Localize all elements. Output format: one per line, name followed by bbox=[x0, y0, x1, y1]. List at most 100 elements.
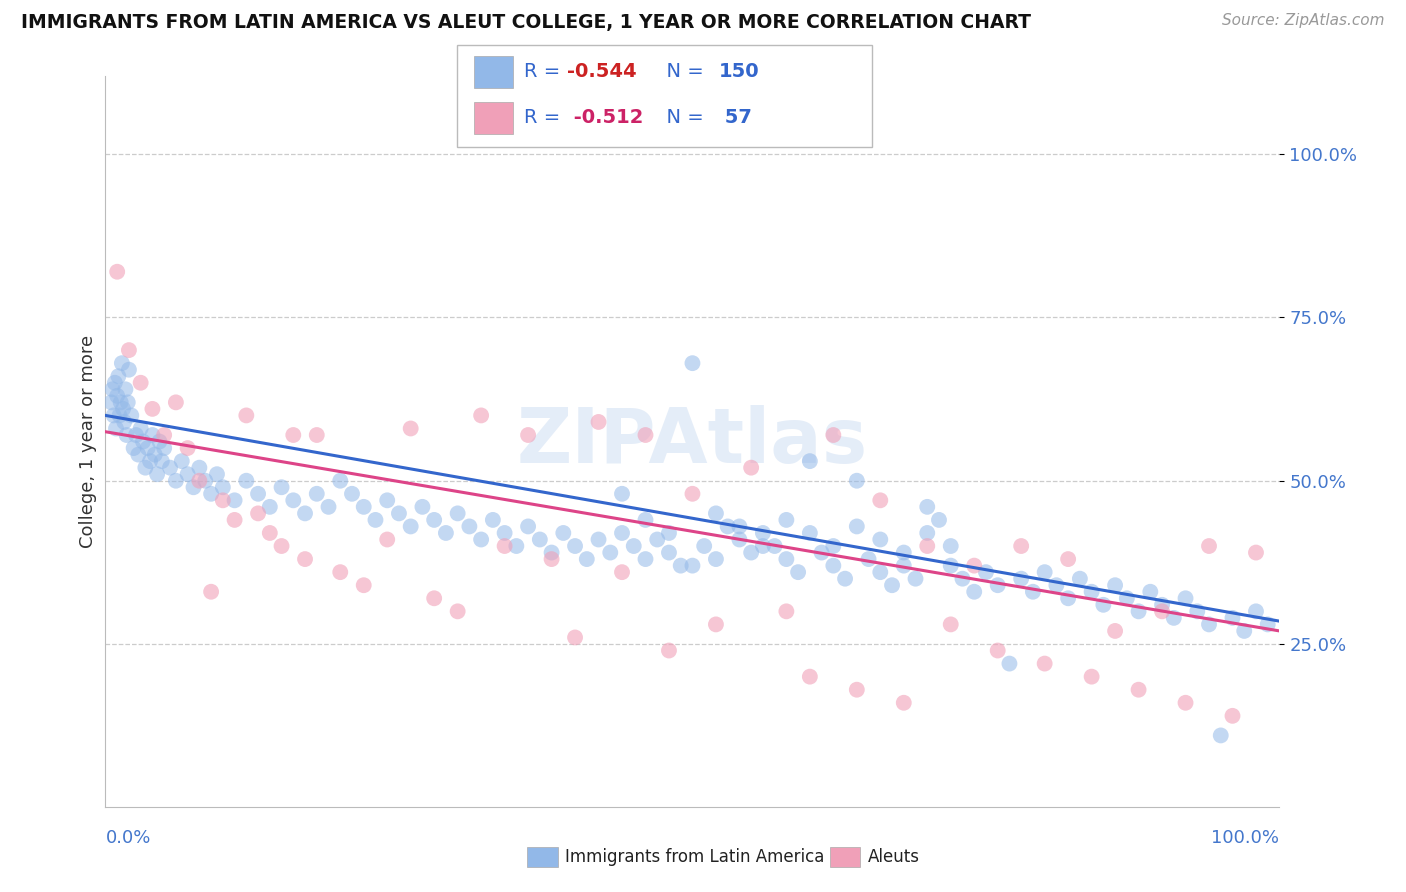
Point bbox=[235, 474, 257, 488]
Point bbox=[108, 409, 131, 423]
Point bbox=[104, 376, 127, 390]
Point bbox=[112, 401, 135, 416]
Point bbox=[681, 558, 703, 573]
Point bbox=[1033, 657, 1056, 671]
Point bbox=[845, 474, 868, 488]
Point bbox=[787, 565, 810, 579]
Point bbox=[329, 565, 352, 579]
Point bbox=[259, 500, 281, 514]
Point bbox=[132, 434, 155, 449]
Point bbox=[118, 343, 141, 358]
Point bbox=[305, 487, 328, 501]
Point bbox=[105, 265, 128, 279]
Point bbox=[752, 539, 775, 553]
Point bbox=[915, 526, 938, 541]
Point bbox=[540, 545, 562, 559]
Point bbox=[610, 487, 633, 501]
Point bbox=[1244, 604, 1267, 618]
Point bbox=[1198, 539, 1220, 553]
Point bbox=[1128, 604, 1150, 618]
Point bbox=[446, 604, 468, 618]
Point bbox=[704, 617, 727, 632]
Text: 0.0%: 0.0% bbox=[105, 829, 150, 847]
Point bbox=[987, 578, 1010, 592]
Point bbox=[127, 448, 149, 462]
Point bbox=[623, 539, 645, 553]
Point bbox=[1257, 617, 1279, 632]
Point bbox=[139, 454, 162, 468]
Point bbox=[101, 382, 124, 396]
Point bbox=[740, 545, 762, 559]
Point bbox=[100, 395, 122, 409]
Point bbox=[434, 526, 457, 541]
Point bbox=[247, 487, 270, 501]
Point bbox=[482, 513, 505, 527]
Point bbox=[939, 617, 962, 632]
Point bbox=[105, 421, 128, 435]
Point bbox=[141, 401, 163, 416]
Point bbox=[540, 552, 562, 566]
Point bbox=[170, 454, 193, 468]
Point bbox=[869, 565, 891, 579]
Point bbox=[159, 460, 181, 475]
Point bbox=[353, 578, 375, 592]
Point bbox=[1222, 708, 1244, 723]
Point bbox=[588, 415, 610, 429]
Point bbox=[107, 369, 129, 384]
Point bbox=[752, 526, 775, 541]
Text: N =: N = bbox=[654, 108, 710, 128]
Text: 150: 150 bbox=[718, 62, 759, 81]
Point bbox=[446, 507, 468, 521]
Point bbox=[494, 526, 516, 541]
Point bbox=[775, 552, 797, 566]
Point bbox=[211, 480, 233, 494]
Point bbox=[143, 448, 166, 462]
Point bbox=[136, 441, 159, 455]
Point bbox=[1222, 611, 1244, 625]
Point bbox=[1233, 624, 1256, 638]
Point bbox=[1057, 591, 1080, 606]
Point bbox=[294, 507, 316, 521]
Point bbox=[799, 454, 821, 468]
Point bbox=[114, 382, 136, 396]
Point bbox=[318, 500, 340, 514]
Point bbox=[681, 487, 703, 501]
Point bbox=[610, 526, 633, 541]
Point bbox=[103, 409, 125, 423]
Point bbox=[146, 467, 169, 482]
Point bbox=[1150, 604, 1173, 618]
Point bbox=[283, 428, 305, 442]
Point bbox=[669, 558, 692, 573]
Point bbox=[247, 507, 270, 521]
Point bbox=[634, 552, 657, 566]
Point bbox=[717, 519, 740, 533]
Point bbox=[658, 643, 681, 657]
Point bbox=[375, 533, 398, 547]
Point bbox=[517, 428, 540, 442]
Point bbox=[952, 572, 974, 586]
Point bbox=[658, 545, 681, 559]
Point bbox=[728, 519, 751, 533]
Point bbox=[517, 519, 540, 533]
Point bbox=[411, 500, 433, 514]
Point bbox=[1045, 578, 1067, 592]
Point bbox=[974, 565, 997, 579]
Point bbox=[1092, 598, 1115, 612]
Point bbox=[939, 539, 962, 553]
Point bbox=[893, 558, 915, 573]
Point bbox=[564, 631, 586, 645]
Point bbox=[634, 428, 657, 442]
Point bbox=[120, 409, 142, 423]
Point bbox=[963, 584, 986, 599]
Point bbox=[470, 533, 492, 547]
Point bbox=[188, 460, 211, 475]
Point bbox=[224, 513, 246, 527]
Point bbox=[834, 572, 856, 586]
Point bbox=[125, 428, 148, 442]
Point bbox=[681, 356, 703, 370]
Point bbox=[235, 409, 257, 423]
Text: ZIPAtlas: ZIPAtlas bbox=[517, 405, 868, 478]
Point bbox=[775, 513, 797, 527]
Point bbox=[188, 474, 211, 488]
Point bbox=[928, 513, 950, 527]
